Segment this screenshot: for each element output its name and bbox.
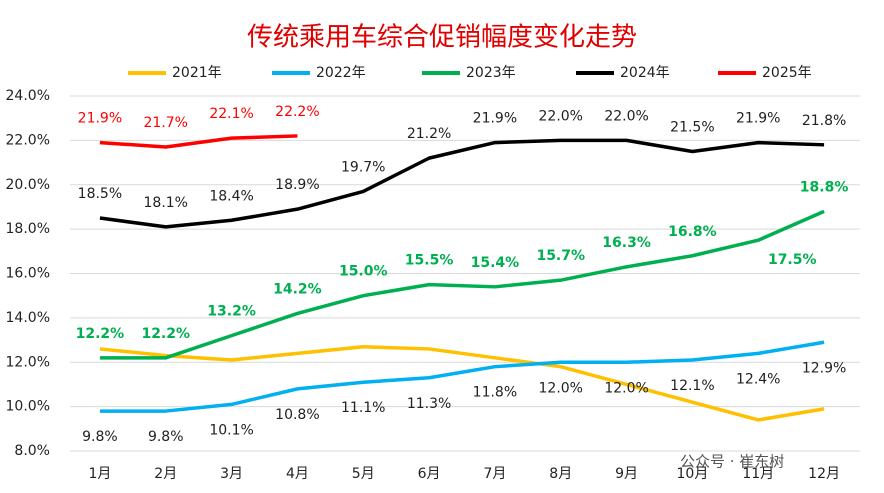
x-tick-label: 7月 <box>483 466 506 482</box>
data-label: 9.8% <box>148 429 184 445</box>
y-tick-label: 20.0% <box>6 177 50 193</box>
x-tick-label: 9月 <box>615 466 638 482</box>
x-tick-label: 8月 <box>549 466 572 482</box>
legend-label: 2024年 <box>620 65 670 81</box>
data-label: 22.2% <box>275 104 319 120</box>
legend-label: 2022年 <box>316 65 366 81</box>
x-tick-label: 4月 <box>286 466 309 482</box>
series-line <box>99 138 825 229</box>
y-tick-label: 10.0% <box>6 399 50 415</box>
data-label: 21.9% <box>473 111 517 127</box>
data-label: 12.1% <box>670 378 714 394</box>
data-label: 17.5% <box>768 252 817 268</box>
data-label: 9.8% <box>82 429 118 445</box>
data-label: 11.8% <box>473 385 517 401</box>
data-label: 12.9% <box>802 360 846 376</box>
data-label: 22.1% <box>209 106 253 122</box>
data-label: 12.4% <box>736 371 780 387</box>
series-line <box>99 344 825 422</box>
series-line <box>99 340 825 413</box>
data-label: 12.2% <box>141 326 190 342</box>
x-tick-label: 12月 <box>808 466 840 482</box>
data-label: 15.5% <box>405 253 454 269</box>
data-label: 22.0% <box>604 108 648 124</box>
data-label: 18.5% <box>78 186 122 202</box>
data-label: 18.9% <box>275 177 319 193</box>
x-tick-label: 10月 <box>677 466 709 482</box>
legend-label: 2025年 <box>762 65 812 81</box>
data-label: 22.0% <box>539 108 583 124</box>
data-label: 16.3% <box>602 235 651 251</box>
data-label: 21.5% <box>670 119 714 135</box>
legend-label: 2023年 <box>466 65 516 81</box>
data-label: 15.4% <box>471 255 520 271</box>
data-label: 12.0% <box>604 380 648 396</box>
series-line <box>99 134 298 149</box>
y-tick-label: 24.0% <box>6 88 50 104</box>
data-label: 21.7% <box>144 115 188 131</box>
data-label: 21.9% <box>78 111 122 127</box>
data-label: 18.1% <box>144 195 188 211</box>
y-tick-label: 12.0% <box>6 354 50 370</box>
data-label: 15.7% <box>536 248 585 264</box>
data-label: 19.7% <box>341 159 385 175</box>
data-label: 10.8% <box>275 407 319 423</box>
y-tick-label: 22.0% <box>6 132 50 148</box>
data-label: 13.2% <box>207 304 256 320</box>
data-label: 10.1% <box>209 422 253 438</box>
x-tick-label: 1月 <box>88 466 111 482</box>
data-label: 16.8% <box>668 224 717 240</box>
data-label: 21.2% <box>407 126 451 142</box>
series-line <box>99 209 825 360</box>
data-label: 21.9% <box>736 111 780 127</box>
x-tick-label: 2月 <box>154 466 177 482</box>
data-label: 18.4% <box>209 188 253 204</box>
x-tick-label: 5月 <box>352 466 375 482</box>
data-label: 12.0% <box>539 380 583 396</box>
data-label: 11.3% <box>407 396 451 412</box>
legend-label: 2021年 <box>172 65 222 81</box>
y-tick-label: 14.0% <box>6 310 50 326</box>
data-label: 18.8% <box>800 179 849 195</box>
y-tick-label: 16.0% <box>6 266 50 282</box>
x-tick-label: 6月 <box>418 466 441 482</box>
watermark: 公众号 · 崔东树 <box>680 453 784 471</box>
data-label: 11.1% <box>341 400 385 416</box>
data-label: 15.0% <box>339 264 388 280</box>
x-tick-label: 3月 <box>220 466 243 482</box>
y-tick-label: 18.0% <box>6 221 50 237</box>
data-label: 21.8% <box>802 113 846 129</box>
chart-title: 传统乘用车综合促销幅度变化走势 <box>247 23 637 53</box>
x-tick-label: 11月 <box>742 466 774 482</box>
data-label: 14.2% <box>273 281 322 297</box>
y-tick-label: 8.0% <box>14 443 50 459</box>
data-label: 12.2% <box>76 326 125 342</box>
